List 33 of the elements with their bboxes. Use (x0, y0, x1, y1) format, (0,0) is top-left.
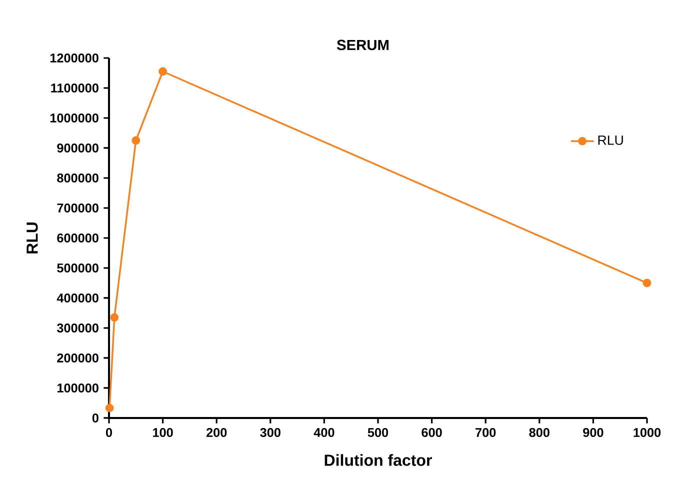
chart-title: SERUM (336, 40, 388, 50)
y-tick-label: 100000 (57, 384, 98, 392)
y-tick-label: 800000 (57, 174, 98, 182)
x-tick-label: 0 (106, 428, 112, 437)
x-tick-label: 400 (314, 428, 334, 437)
y-tick-label: 500000 (57, 264, 98, 272)
point (132, 136, 140, 145)
x-tick-label: 500 (368, 428, 388, 437)
y-tick-label: 1200000 (50, 54, 98, 62)
y-tick-label: 1100000 (51, 84, 98, 92)
x-tick-label: 300 (260, 428, 280, 438)
y-tick-label: 400000 (56, 294, 98, 302)
y-tick-label: 900000 (57, 144, 98, 152)
x-tick-label: 700 (476, 428, 496, 437)
y-tick-label: 600000 (57, 234, 98, 242)
y-tick-label: 1000000 (50, 114, 98, 122)
y-tick-label: 700000 (57, 204, 98, 212)
x-tick-label: 600 (422, 428, 442, 437)
point (110, 313, 119, 322)
y-tick-label: 300000 (56, 323, 98, 332)
y-tick-label: 0 (92, 414, 98, 422)
x-tick-label: 200 (206, 428, 227, 437)
x-tick-label: 900 (583, 428, 604, 437)
x-tick-label: 100 (153, 428, 173, 437)
y-axis-title: RLU (26, 222, 38, 254)
y-tick-label: 200000 (57, 354, 98, 362)
x-tick-label: 800 (529, 428, 550, 437)
point (105, 404, 114, 412)
point (642, 278, 652, 288)
x-axis-title: Dilution factor (324, 454, 432, 466)
point (158, 67, 168, 76)
legend-label: RLU (598, 136, 623, 145)
x-tick-label: 1000 (634, 428, 661, 437)
